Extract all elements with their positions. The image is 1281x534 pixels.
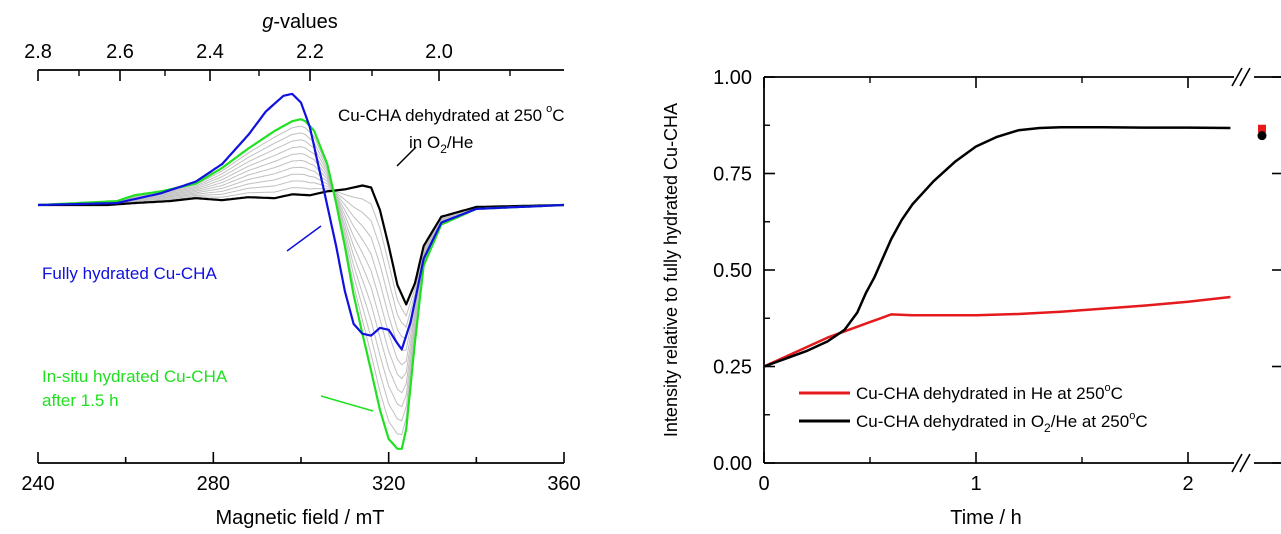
y-tick-label: 0.25 bbox=[713, 357, 752, 379]
y-tick-label: 0.50 bbox=[713, 260, 752, 282]
epr-curves bbox=[37, 92, 565, 450]
he-after-break-point bbox=[1258, 124, 1266, 133]
g-tick-label: 2.4 bbox=[196, 41, 224, 63]
insitu-annotation-line2: after 1.5 h bbox=[42, 391, 119, 410]
g-tick-label: 2.0 bbox=[425, 41, 453, 63]
x-tick-label: 360 bbox=[547, 473, 580, 495]
dehydrated-pointer bbox=[396, 146, 417, 167]
fully-hydrated-annotation: Fully hydrated Cu-CHA bbox=[42, 264, 217, 283]
o2he-series-line bbox=[763, 125, 1231, 368]
legend-label-he: Cu-CHA dehydrated in He at 250oC bbox=[856, 382, 1123, 403]
intensity-y-label: Intensity relative to fully hydrated Cu-… bbox=[661, 103, 681, 437]
y-tick-label: 1.00 bbox=[713, 67, 752, 89]
epr-bottom-axis: 240 280 320 360 Magnetic field / mT bbox=[21, 452, 581, 529]
intensity-panel: 0.00 0.25 0.50 0.75 1.00 0 1 2 Intensity relat… bbox=[661, 67, 1281, 529]
x-tick-label: 2 bbox=[1182, 473, 1193, 495]
intensity-legend: Cu-CHA dehydrated in He at 250oC Cu-CHA … bbox=[799, 382, 1148, 435]
g-tick-label: 2.2 bbox=[296, 41, 324, 63]
x-tick-label: 320 bbox=[372, 473, 405, 495]
g-tick-label: 2.6 bbox=[106, 41, 134, 63]
dehydrated-annotation-line2: in O2/He bbox=[409, 133, 473, 156]
intermediate-spectrum bbox=[38, 173, 565, 340]
g-tick-label: 2.8 bbox=[24, 41, 52, 63]
x-tick-label: 1 bbox=[970, 473, 981, 495]
epr-annotations: Cu-CHA dehydrated at 250 oC in O2/He Full… bbox=[42, 103, 565, 412]
intermediate-spectrum bbox=[38, 159, 565, 366]
fully-hydrated-spectrum bbox=[37, 92, 565, 351]
x-tick-label: 240 bbox=[21, 473, 54, 495]
dehydrated-annotation-line1: Cu-CHA dehydrated at 250 oC bbox=[338, 103, 565, 125]
insitu-annotation-line1: In-situ hydrated Cu-CHA bbox=[42, 367, 228, 386]
axis-break-bottom bbox=[1231, 453, 1251, 473]
dehydrated-spectrum bbox=[38, 184, 564, 306]
time-x-label: Time / h bbox=[950, 507, 1022, 529]
x-tick-label: 280 bbox=[197, 473, 230, 495]
insitu-pointer bbox=[320, 395, 374, 412]
legend-label-o2he: Cu-CHA dehydrated in O2/He at 250oC bbox=[856, 410, 1148, 435]
he-series-line bbox=[763, 295, 1231, 368]
g-values-label: g-values bbox=[262, 11, 338, 33]
epr-top-axis: 2.8 2.6 2.4 2.2 2.0 g-values bbox=[24, 11, 564, 81]
magnetic-field-label: Magnetic field / mT bbox=[216, 507, 385, 529]
y-tick-label: 0.75 bbox=[713, 164, 752, 186]
x-tick-label: 0 bbox=[758, 473, 769, 495]
fully-hydrated-pointer bbox=[286, 225, 322, 252]
axis-break-top bbox=[1231, 67, 1251, 87]
intensity-curves bbox=[763, 124, 1267, 368]
epr-panel: 2.8 2.6 2.4 2.2 2.0 g-values 240 280 320 360 Ma… bbox=[21, 11, 580, 529]
o2he-after-break-point bbox=[1257, 131, 1267, 141]
y-tick-label: 0.00 bbox=[713, 453, 752, 475]
